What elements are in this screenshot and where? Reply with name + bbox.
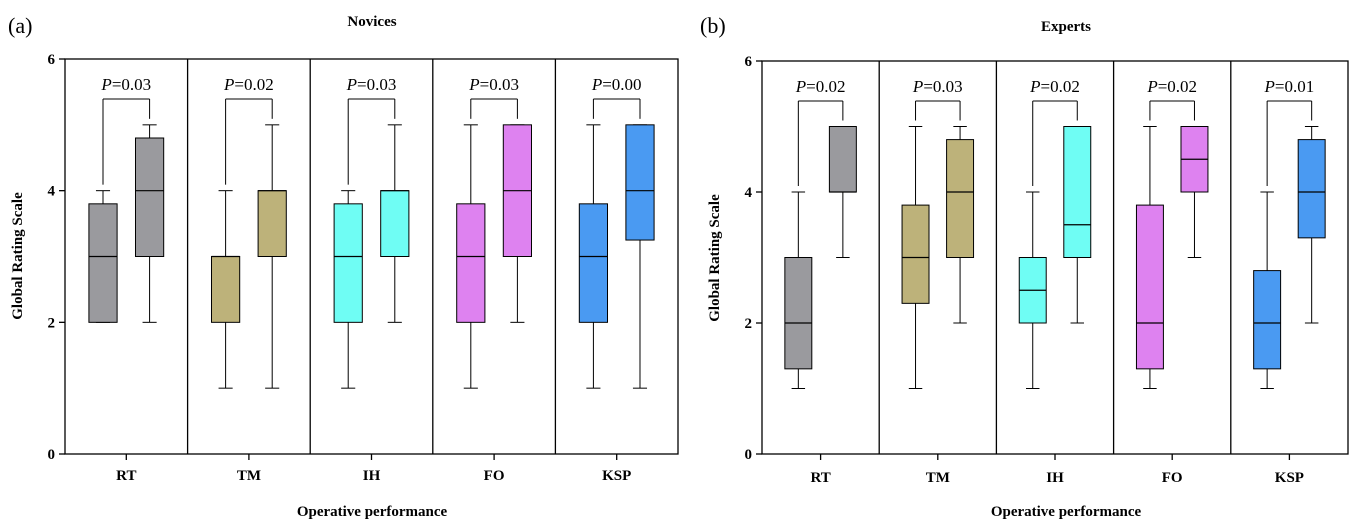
panel-label: (b)	[700, 13, 726, 38]
box	[134, 137, 165, 257]
box	[901, 204, 930, 304]
x-tick-label: TM	[926, 470, 950, 486]
p-value-label: P=0.02	[795, 77, 846, 96]
plot-area: P=0.02 P=0.03 P=0.02 P=0.02 P=0.01	[784, 77, 1326, 389]
x-tick-label: IH	[1046, 470, 1064, 486]
y-tick-label: 2	[48, 315, 56, 331]
x-tick-label: IH	[363, 468, 381, 484]
y-tick-label: 6	[745, 54, 753, 70]
x-tick-label: FO	[484, 468, 505, 484]
plot-area: P=0.03 P=0.02 P=0.03 P=0.03 P=0.00	[88, 75, 655, 389]
y-axis-label: Global Rating Scale	[707, 194, 723, 322]
chart-title: Experts	[1041, 19, 1091, 35]
box-group-tm: P=0.02	[211, 75, 287, 389]
x-axis-label: Operative performance	[991, 504, 1142, 520]
box-group-fo: P=0.02	[1135, 77, 1209, 389]
p-value-label: P=0.02	[223, 75, 274, 94]
x-tick-label: FO	[1162, 470, 1183, 486]
box	[625, 124, 655, 241]
panel-experts: (b) Experts Global Rating Scale Operativ…	[700, 13, 1349, 520]
box	[456, 203, 486, 323]
y-axis-label: Global Rating Scale	[10, 192, 26, 320]
p-value-label: P=0.01	[1264, 77, 1315, 96]
box-group-ksp: P=0.01	[1253, 77, 1326, 389]
p-value-label: P=0.00	[591, 75, 642, 94]
box	[784, 257, 813, 370]
axes: 0 2 4 6 RT TM IH FO KSP	[48, 52, 679, 484]
box-group-fo: P=0.03	[456, 75, 532, 389]
box	[578, 203, 609, 323]
box	[380, 190, 410, 258]
p-value-label: P=0.03	[468, 75, 519, 94]
box	[1063, 126, 1092, 258]
y-tick-label: 2	[745, 316, 753, 332]
panel-label: (a)	[8, 13, 32, 38]
box	[1253, 270, 1282, 370]
y-tick-label: 0	[745, 447, 753, 463]
y-tick-label: 0	[48, 447, 56, 463]
box	[1135, 204, 1164, 370]
y-tick-label: 4	[48, 184, 56, 200]
box-group-ksp: P=0.00	[578, 75, 655, 389]
p-value-label: P=0.02	[1146, 77, 1197, 96]
p-value-label: P=0.03	[912, 77, 963, 96]
box-group-tm: P=0.03	[901, 77, 975, 389]
plot-frame	[761, 60, 1349, 455]
y-tick-label: 4	[745, 185, 753, 201]
x-tick-label: KSP	[1275, 470, 1304, 486]
x-axis-label: Operative performance	[297, 504, 448, 520]
box-group-rt: P=0.02	[784, 77, 857, 389]
box	[333, 203, 363, 323]
box	[211, 256, 241, 323]
box	[257, 190, 287, 258]
box	[1297, 139, 1326, 239]
box	[946, 139, 975, 259]
y-tick-label: 6	[48, 52, 56, 68]
box	[88, 203, 118, 323]
p-value-label: P=0.03	[346, 75, 397, 94]
box	[828, 126, 857, 193]
p-value-label: P=0.03	[100, 75, 151, 94]
x-tick-label: TM	[237, 468, 261, 484]
chart-title: Novices	[347, 14, 396, 30]
axes: 0 2 4 6 RT TM IH FO KSP	[745, 54, 1349, 486]
x-tick-label: RT	[116, 468, 136, 484]
x-tick-label: KSP	[602, 468, 631, 484]
p-value-label: P=0.02	[1029, 77, 1080, 96]
box-group-ih: P=0.03	[333, 75, 410, 389]
box-group-ih: P=0.02	[1018, 77, 1092, 389]
box-group-rt: P=0.03	[88, 75, 165, 323]
x-tick-label: RT	[810, 470, 830, 486]
panel-novices: (a) Novices Global Rating Scale Operativ…	[8, 13, 679, 520]
